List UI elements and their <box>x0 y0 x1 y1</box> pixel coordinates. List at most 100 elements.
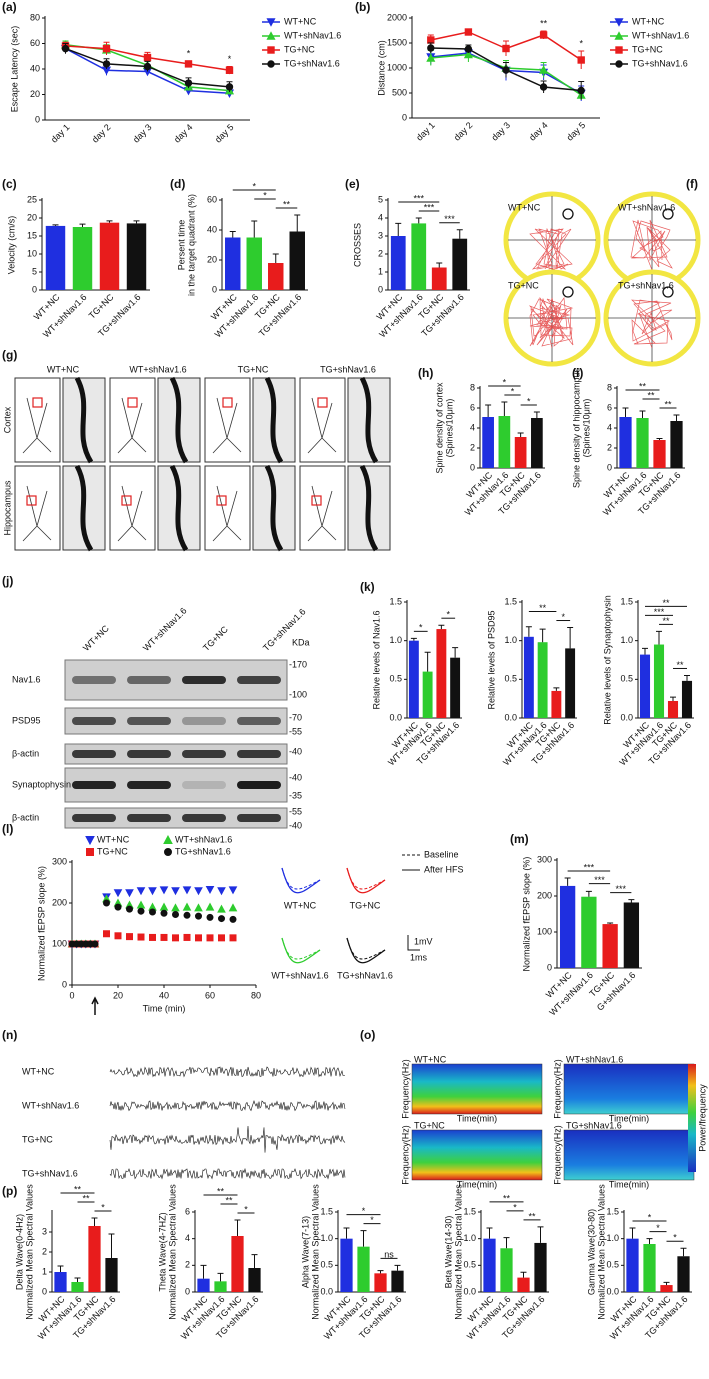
row-label: WT+NC <box>22 1066 55 1076</box>
y-tick-label: 0.0 <box>320 1286 333 1296</box>
legend-label: TG+NC <box>632 44 663 54</box>
bar <box>105 1258 118 1292</box>
marker <box>502 66 510 74</box>
y-tick-label: 20 <box>207 254 217 264</box>
legend-label: WT+NC <box>632 16 665 26</box>
swim-path <box>630 219 673 271</box>
error-bar <box>642 647 648 655</box>
bar <box>452 238 468 290</box>
significance-label: ** <box>539 603 547 613</box>
bar <box>231 1236 244 1292</box>
marker <box>137 907 145 915</box>
blot-strip <box>64 743 288 765</box>
marker <box>218 915 225 923</box>
y-tick-label: 3 <box>42 1226 47 1236</box>
mw-marker: -55 <box>289 806 302 816</box>
marker <box>160 933 168 941</box>
bar <box>514 437 527 468</box>
error-bar <box>684 674 690 681</box>
axis-line <box>71 860 256 986</box>
significance-label: * <box>579 38 583 48</box>
legend-label: WT+NC <box>284 16 317 26</box>
significance-label: * <box>187 49 191 59</box>
roi-box <box>311 495 322 506</box>
bar <box>681 680 693 718</box>
bar <box>619 417 632 468</box>
y-tick-label: 3 <box>378 230 383 240</box>
significance-label: ** <box>283 199 291 209</box>
y-tick-label: 20 <box>30 89 40 99</box>
band <box>182 781 226 789</box>
marker <box>149 908 156 916</box>
significance-label: * <box>446 610 450 620</box>
marker <box>159 902 169 911</box>
x-tick-label: day 5 <box>213 122 236 145</box>
marker <box>267 46 275 54</box>
panel-label: (a) <box>2 0 17 14</box>
marker <box>126 933 133 941</box>
x-tick-label: 40 <box>159 990 169 1000</box>
marker <box>266 18 276 27</box>
significance-label: * <box>362 1206 366 1216</box>
spectrogram-axis: Frequency(Hz) <box>400 1125 410 1185</box>
significance-label: ** <box>528 1211 536 1221</box>
y-tick-label: 500 <box>392 87 407 97</box>
bar <box>639 654 651 718</box>
y-tick-label: 40 <box>30 63 40 73</box>
dendrite-zoom <box>359 376 379 464</box>
group-label: WT+shNav1.6 <box>129 364 186 374</box>
dendrite-zoom <box>74 376 94 464</box>
error-bar <box>520 1271 527 1278</box>
spectrogram <box>563 1129 695 1181</box>
y-tick-label: 0.5 <box>620 674 633 684</box>
error-bar <box>537 1226 544 1243</box>
error-bar <box>294 214 301 232</box>
marker <box>464 45 473 53</box>
marker <box>149 933 156 941</box>
band <box>127 814 171 822</box>
marker <box>267 60 275 68</box>
mw-marker: -40 <box>289 772 302 782</box>
bar <box>653 644 665 718</box>
error-bar <box>91 1217 98 1226</box>
panel-label: (p) <box>2 1184 17 1198</box>
y-tick-label: 0.5 <box>320 1260 333 1270</box>
bar <box>450 657 461 718</box>
significance-label: ** <box>82 1193 90 1203</box>
y-axis-label: Relative levels of Nav1.6 <box>371 610 381 709</box>
error-bar <box>553 687 560 691</box>
y-tick-label: 0 <box>42 1286 47 1296</box>
marker <box>195 912 202 920</box>
band <box>237 814 281 822</box>
unit-label: KDa <box>292 637 310 647</box>
y-axis-label: Normalized Mean Spectral Values <box>310 1184 320 1320</box>
panel-label: (c) <box>2 177 17 191</box>
y-tick-label: 60 <box>207 194 217 204</box>
y-tick-label: 4 <box>607 422 612 432</box>
legend-label: TG+shNav1.6 <box>632 58 688 68</box>
spectrogram-axis: Time(min) <box>457 1113 497 1123</box>
marker <box>184 79 193 87</box>
bar <box>390 236 406 290</box>
marker <box>172 934 179 942</box>
bar <box>677 1256 690 1292</box>
error-bar <box>79 223 86 227</box>
group-label: TG+shNav1.6 <box>618 280 674 290</box>
marker <box>163 834 173 844</box>
error-bar <box>503 1237 510 1249</box>
neuron-image <box>299 377 346 463</box>
spectrogram-label: WT+shNav1.6 <box>566 1054 623 1064</box>
bar <box>636 418 649 468</box>
marker <box>577 56 585 64</box>
y-tick-label: 6 <box>607 402 612 412</box>
significance-label: *** <box>615 884 626 894</box>
y-tick-label: 10 <box>27 248 37 258</box>
row-label: Hippocampus <box>2 480 12 536</box>
y-tick-label: 0 <box>32 284 37 294</box>
y-axis-label: Normalized Mean Spectral Values <box>453 1184 463 1320</box>
y-tick-label: 100 <box>537 926 552 936</box>
dendrite <box>307 397 337 454</box>
x-tick-label: day 3 <box>489 120 512 143</box>
y-axis-label: Normalized Mean Spectral Values <box>167 1184 177 1320</box>
roi-box <box>127 397 138 408</box>
